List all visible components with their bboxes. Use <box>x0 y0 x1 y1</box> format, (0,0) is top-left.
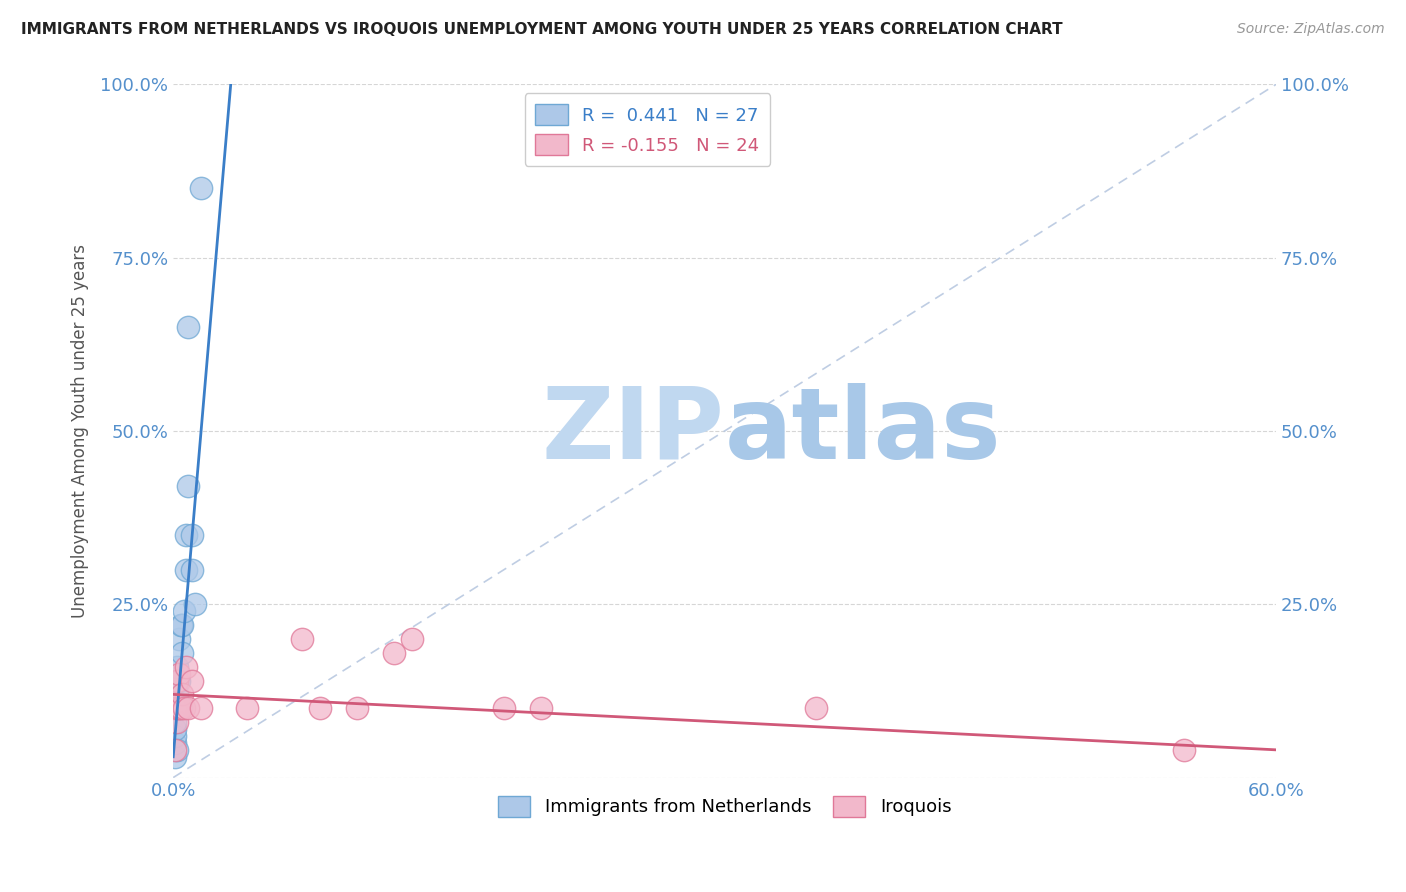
Point <box>172 618 194 632</box>
Point <box>167 701 190 715</box>
Text: IMMIGRANTS FROM NETHERLANDS VS IROQUOIS UNEMPLOYMENT AMONG YOUTH UNDER 25 YEARS : IMMIGRANTS FROM NETHERLANDS VS IROQUOIS … <box>21 22 1063 37</box>
Text: atlas: atlas <box>724 383 1001 480</box>
Point <box>165 749 187 764</box>
Point <box>165 701 187 715</box>
Point <box>180 528 202 542</box>
Point <box>177 479 200 493</box>
Point <box>235 701 257 715</box>
Point <box>166 687 188 701</box>
Point <box>166 701 188 715</box>
Point <box>806 701 828 715</box>
Point <box>173 701 195 715</box>
Point <box>172 646 194 660</box>
Point <box>177 320 200 334</box>
Point <box>382 646 405 660</box>
Point <box>169 701 191 715</box>
Point <box>190 181 212 195</box>
Point <box>180 673 202 688</box>
Point <box>166 673 188 688</box>
Point <box>165 722 187 736</box>
Point <box>530 701 553 715</box>
Point <box>166 743 188 757</box>
Point <box>169 618 191 632</box>
Point <box>165 701 187 715</box>
Point <box>180 563 202 577</box>
Point <box>190 701 212 715</box>
Point <box>291 632 314 646</box>
Point <box>165 729 187 743</box>
Point <box>166 673 188 688</box>
Point <box>492 701 515 715</box>
Point <box>166 659 188 673</box>
Point <box>177 701 200 715</box>
Point <box>401 632 423 646</box>
Point <box>167 673 190 688</box>
Point <box>165 736 187 750</box>
Point <box>172 687 194 701</box>
Y-axis label: Unemployment Among Youth under 25 years: Unemployment Among Youth under 25 years <box>72 244 89 618</box>
Point <box>167 632 190 646</box>
Point <box>166 701 188 715</box>
Point <box>169 701 191 715</box>
Text: ZIP: ZIP <box>541 383 724 480</box>
Point <box>167 666 190 681</box>
Point <box>174 563 197 577</box>
Legend: Immigrants from Netherlands, Iroquois: Immigrants from Netherlands, Iroquois <box>491 789 959 824</box>
Point <box>1173 743 1195 757</box>
Point <box>174 659 197 673</box>
Point <box>173 604 195 618</box>
Text: Source: ZipAtlas.com: Source: ZipAtlas.com <box>1237 22 1385 37</box>
Point <box>174 528 197 542</box>
Point <box>346 701 368 715</box>
Point <box>184 597 207 611</box>
Point <box>309 701 332 715</box>
Point <box>166 715 188 730</box>
Point <box>165 743 187 757</box>
Point <box>167 701 190 715</box>
Point <box>165 715 187 730</box>
